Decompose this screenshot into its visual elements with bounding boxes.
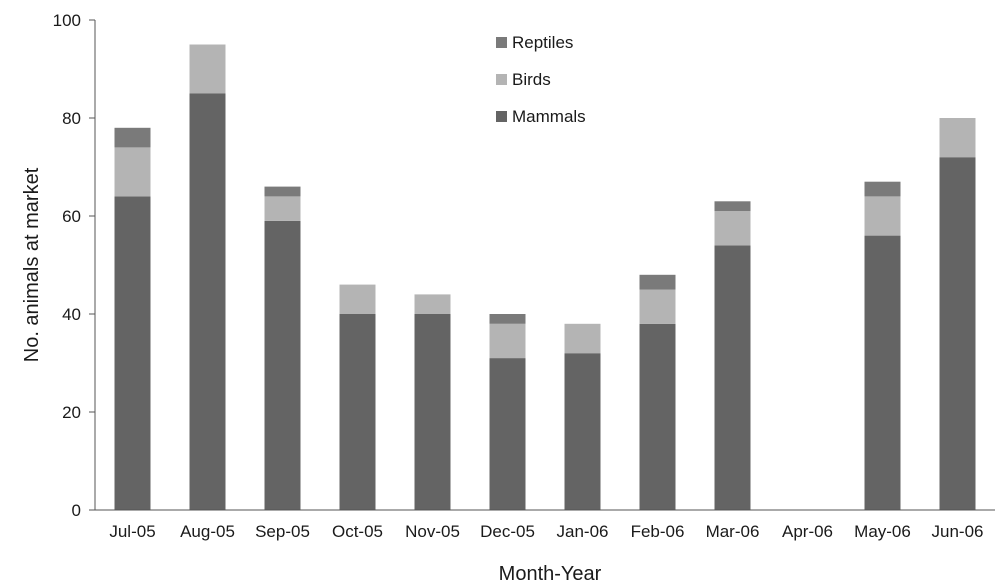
y-axis-title: No. animals at market	[21, 167, 43, 362]
y-tick-label: 60	[62, 207, 81, 226]
x-tick-label: Feb-06	[631, 522, 685, 541]
bar-birds-mar-06	[714, 211, 751, 246]
y-tick-label: 80	[62, 109, 81, 128]
bar-birds-oct-05	[339, 284, 376, 314]
x-tick-label: Oct-05	[332, 522, 383, 541]
y-tick-label: 40	[62, 305, 81, 324]
bar-mammals-jun-06	[939, 157, 976, 510]
bar-mammals-oct-05	[339, 314, 376, 510]
bar-reptiles-dec-05	[489, 314, 526, 324]
bars	[114, 44, 976, 510]
bar-mammals-nov-05	[414, 314, 451, 510]
bar-reptiles-mar-06	[714, 201, 751, 212]
bar-mammals-may-06	[864, 235, 901, 510]
bar-mammals-mar-06	[714, 245, 751, 510]
legend-swatch-mammals	[496, 111, 507, 122]
bar-mammals-jan-06	[564, 353, 601, 510]
bar-birds-feb-06	[639, 289, 676, 324]
bar-mammals-aug-05	[189, 93, 226, 510]
bar-reptiles-feb-06	[639, 274, 676, 290]
legend-swatch-reptiles	[496, 37, 507, 48]
y-tick-label: 100	[53, 11, 81, 30]
bar-mammals-sep-05	[264, 220, 301, 510]
bar-mammals-dec-05	[489, 358, 526, 510]
bar-birds-jun-06	[939, 118, 976, 158]
y-axis-ticks: 0 20 40 60 80 100	[53, 11, 95, 520]
bar-birds-aug-05	[189, 44, 226, 94]
bar-birds-sep-05	[264, 196, 301, 221]
y-tick-label: 0	[72, 501, 81, 520]
bar-reptiles-sep-05	[264, 186, 301, 197]
bar-birds-nov-05	[414, 294, 451, 314]
x-tick-label: Jun-06	[932, 522, 984, 541]
legend: Reptiles Birds Mammals	[496, 33, 586, 126]
x-axis-tick-labels: Jul-05 Aug-05 Sep-05 Oct-05 Nov-05 Dec-05 Jan-…	[109, 522, 983, 541]
x-axis-title: Month-Year	[499, 563, 602, 585]
x-tick-label: Dec-05	[480, 522, 535, 541]
x-tick-label: Jul-05	[109, 522, 155, 541]
x-tick-label: Nov-05	[405, 522, 460, 541]
bar-birds-jan-06	[564, 323, 601, 354]
bar-mammals-jul-05	[114, 196, 151, 510]
x-tick-label: Sep-05	[255, 522, 310, 541]
x-tick-label: Aug-05	[180, 522, 235, 541]
y-tick-label: 20	[62, 403, 81, 422]
bar-reptiles-may-06	[864, 181, 901, 197]
legend-label-mammals: Mammals	[512, 107, 586, 126]
x-tick-label: Jan-06	[557, 522, 609, 541]
bar-birds-dec-05	[489, 323, 526, 359]
x-tick-label: Apr-06	[782, 522, 833, 541]
bar-reptiles-jul-05	[114, 127, 151, 148]
bar-birds-may-06	[864, 196, 901, 236]
bar-mammals-feb-06	[639, 323, 676, 510]
legend-swatch-birds	[496, 74, 507, 85]
legend-label-birds: Birds	[512, 70, 551, 89]
x-tick-label: Mar-06	[706, 522, 760, 541]
legend-label-reptiles: Reptiles	[512, 33, 573, 52]
bar-birds-jul-05	[114, 147, 151, 197]
x-tick-label: May-06	[854, 522, 911, 541]
